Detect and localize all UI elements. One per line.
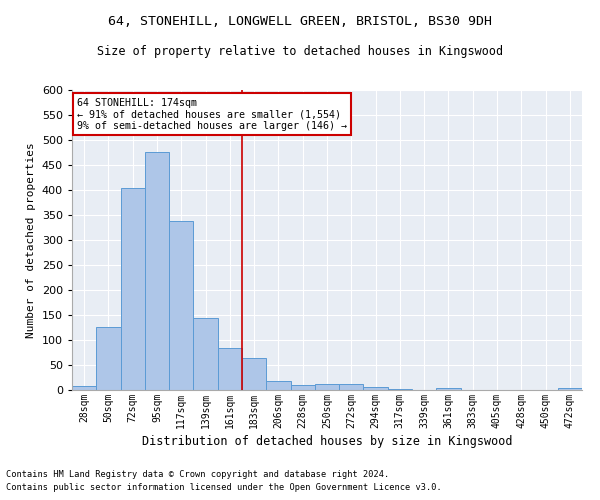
Text: Contains public sector information licensed under the Open Government Licence v3: Contains public sector information licen… xyxy=(6,484,442,492)
Bar xyxy=(315,384,339,390)
Bar xyxy=(218,348,242,390)
Bar xyxy=(388,389,412,390)
Text: Size of property relative to detached houses in Kingswood: Size of property relative to detached ho… xyxy=(97,45,503,58)
Bar xyxy=(242,358,266,390)
Text: Contains HM Land Registry data © Crown copyright and database right 2024.: Contains HM Land Registry data © Crown c… xyxy=(6,470,389,479)
Bar xyxy=(72,386,96,390)
Bar xyxy=(193,318,218,390)
Bar xyxy=(169,220,193,390)
Bar xyxy=(96,326,121,390)
Text: 64 STONEHILL: 174sqm
← 91% of detached houses are smaller (1,554)
9% of semi-det: 64 STONEHILL: 174sqm ← 91% of detached h… xyxy=(77,98,347,130)
Bar xyxy=(558,388,582,390)
Bar xyxy=(121,188,145,390)
Bar xyxy=(266,381,290,390)
Y-axis label: Number of detached properties: Number of detached properties xyxy=(26,142,36,338)
Bar xyxy=(339,384,364,390)
Bar xyxy=(145,152,169,390)
Bar xyxy=(364,387,388,390)
Bar xyxy=(436,388,461,390)
Text: 64, STONEHILL, LONGWELL GREEN, BRISTOL, BS30 9DH: 64, STONEHILL, LONGWELL GREEN, BRISTOL, … xyxy=(108,15,492,28)
X-axis label: Distribution of detached houses by size in Kingswood: Distribution of detached houses by size … xyxy=(142,435,512,448)
Bar xyxy=(290,385,315,390)
